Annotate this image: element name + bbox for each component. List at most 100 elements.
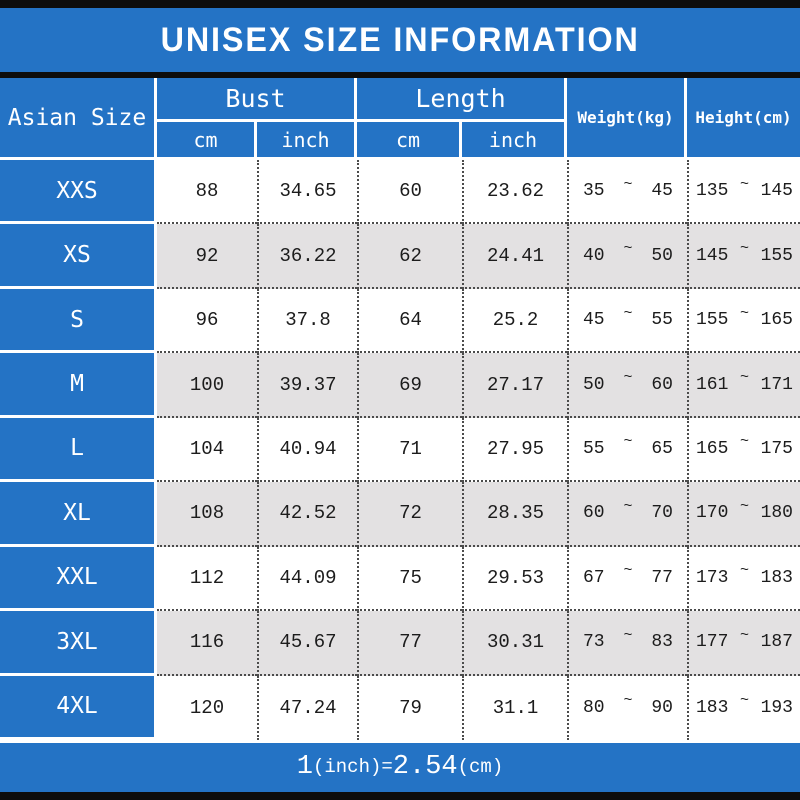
- length-inch-value: 24.41: [462, 224, 567, 289]
- table-row-xxl: XXL 112 44.09 75 29.53 67 ~77 173 ~183: [0, 546, 800, 612]
- weight-max: 90: [651, 697, 673, 718]
- weight-min: 55: [583, 438, 605, 459]
- height-max: 165: [760, 310, 793, 331]
- size-label: XXL: [0, 546, 157, 612]
- bust-inch-value: 42.52: [257, 482, 357, 547]
- column-header-height: Height(cm): [687, 78, 800, 157]
- weight-range: 40 ~50: [567, 224, 687, 289]
- length-cm-value: 75: [357, 546, 462, 612]
- bust-cm-value: 88: [157, 160, 257, 225]
- tilde-icon: ~: [739, 562, 749, 580]
- page-title: UNISEX SIZE INFORMATION: [160, 20, 640, 59]
- length-inch-value: 28.35: [462, 482, 567, 547]
- bust-inch-value: 39.37: [257, 353, 357, 418]
- height-min: 165: [696, 438, 729, 459]
- weight-range: 73 ~83: [567, 611, 687, 676]
- tilde-icon: ~: [623, 175, 633, 193]
- weight-max: 65: [651, 438, 673, 459]
- height-max: 155: [760, 245, 793, 266]
- bust-inch-value: 36.22: [257, 224, 357, 289]
- bust-inch-value: 34.65: [257, 160, 357, 225]
- bust-inch-value: 44.09: [257, 546, 357, 612]
- height-range: 135 ~145: [687, 160, 800, 225]
- weight-min: 35: [583, 181, 605, 202]
- weight-max: 77: [651, 567, 673, 588]
- size-label: XXS: [0, 160, 157, 225]
- tilde-icon: ~: [623, 433, 633, 451]
- table-row-l: L 104 40.94 71 27.95 55 ~65 165 ~175: [0, 417, 800, 483]
- tilde-icon: ~: [739, 692, 749, 710]
- tilde-icon: ~: [739, 369, 749, 387]
- subheader-bust-cm: cm: [157, 122, 257, 157]
- bust-inch-value: 47.24: [257, 675, 357, 740]
- weight-min: 67: [583, 567, 605, 588]
- length-cm-value: 79: [357, 675, 462, 740]
- weight-max: 55: [651, 310, 673, 331]
- height-range: 183 ~193: [687, 675, 800, 740]
- height-max: 171: [760, 374, 793, 395]
- bust-cm-value: 112: [157, 546, 257, 612]
- bust-inch-value: 45.67: [257, 611, 357, 676]
- height-min: 170: [696, 503, 729, 524]
- length-cm-value: 62: [357, 224, 462, 289]
- bust-cm-value: 120: [157, 675, 257, 740]
- subheader-bust-inch: inch: [257, 122, 357, 157]
- title-bar: UNISEX SIZE INFORMATION: [0, 8, 800, 78]
- length-inch-value: 27.17: [462, 353, 567, 418]
- conversion-value-inch: 1: [296, 752, 313, 783]
- size-label: M: [0, 353, 157, 418]
- bust-inch-value: 37.8: [257, 288, 357, 354]
- size-label: 4XL: [0, 675, 157, 740]
- length-cm-value: 64: [357, 288, 462, 354]
- weight-max: 70: [651, 503, 673, 524]
- top-border-bar: [0, 0, 800, 8]
- height-min: 135: [696, 181, 729, 202]
- height-max: 183: [760, 567, 793, 588]
- table-row-m: M 100 39.37 69 27.17 50 ~60 161 ~171: [0, 353, 800, 418]
- bottom-border-bar: [0, 791, 800, 800]
- height-min: 183: [696, 697, 729, 718]
- table-row-xs: XS 92 36.22 62 24.41 40 ~50 145 ~155: [0, 224, 800, 289]
- bust-cm-value: 96: [157, 288, 257, 354]
- height-min: 161: [696, 374, 729, 395]
- length-cm-value: 60: [357, 160, 462, 225]
- height-min: 177: [696, 632, 729, 653]
- length-cm-value: 72: [357, 482, 462, 547]
- tilde-icon: ~: [623, 626, 633, 644]
- length-cm-value: 77: [357, 611, 462, 676]
- tilde-icon: ~: [739, 304, 749, 322]
- height-range: 161 ~171: [687, 353, 800, 418]
- height-max: 180: [760, 503, 793, 524]
- conversion-value-cm: 2.54: [392, 752, 458, 783]
- table-row-xl: XL 108 42.52 72 28.35 60 ~70 170 ~180: [0, 482, 800, 547]
- length-cm-value: 71: [357, 417, 462, 483]
- length-inch-value: 29.53: [462, 546, 567, 612]
- tilde-icon: ~: [623, 497, 633, 515]
- size-label: S: [0, 288, 157, 354]
- tilde-icon: ~: [623, 240, 633, 258]
- column-header-bust: Bust: [157, 78, 357, 122]
- tilde-icon: ~: [739, 175, 749, 193]
- conversion-unit-cm: (cm): [457, 756, 504, 779]
- table-row-s: S 96 37.8 64 25.2 45 ~55 155 ~165: [0, 288, 800, 354]
- height-min: 173: [696, 567, 729, 588]
- size-chart-table: XXS 88 34.65 60 23.62 35 ~45 135 ~145 XS 9…: [0, 160, 800, 740]
- size-label: XL: [0, 482, 157, 547]
- weight-max: 45: [651, 181, 673, 202]
- tilde-icon: ~: [623, 562, 633, 580]
- weight-min: 45: [583, 310, 605, 331]
- weight-range: 60 ~70: [567, 482, 687, 547]
- weight-range: 67 ~77: [567, 546, 687, 612]
- weight-min: 80: [583, 697, 605, 718]
- height-range: 173 ~183: [687, 546, 800, 612]
- length-inch-value: 23.62: [462, 160, 567, 225]
- column-header-weight: Weight(kg): [567, 78, 687, 157]
- subheader-length-cm: cm: [357, 122, 462, 157]
- tilde-icon: ~: [623, 692, 633, 710]
- height-range: 165 ~175: [687, 417, 800, 483]
- bust-cm-value: 104: [157, 417, 257, 483]
- tilde-icon: ~: [739, 497, 749, 515]
- size-label: L: [0, 417, 157, 483]
- conversion-note: 1 (inch)= 2.54 (cm): [0, 742, 800, 792]
